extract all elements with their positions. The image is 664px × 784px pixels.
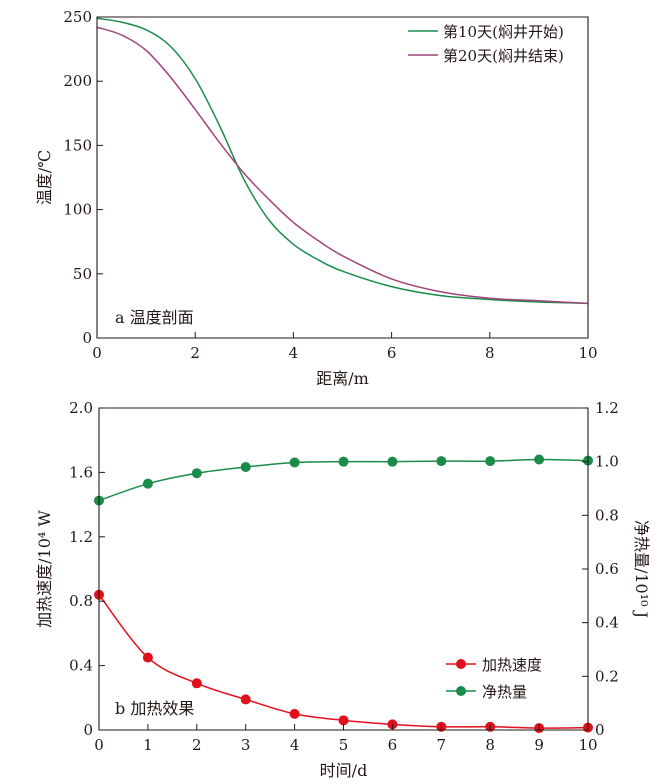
panel-a-y-ticks: 0 50 100 150 200 250 [63,8,103,347]
series-1-point [240,694,251,705]
x-tick-label: 0 [94,736,104,754]
panel-b-x-ticks: 0 1 2 3 4 5 6 7 8 9 10 [94,724,598,754]
series-2-point [338,456,349,467]
y-right-tick-label: 0 [595,721,605,739]
series-2-point [534,454,545,465]
x-tick-label: 5 [339,736,349,754]
x-tick-label: 2 [192,736,202,754]
series-line-1 [96,17,589,305]
y-left-tick-label: 1.6 [69,463,93,481]
legend-marker [456,659,466,669]
y-tick-label: 150 [63,136,92,154]
series-1-point [289,708,300,719]
legend-label: 净热量 [482,683,527,701]
y-tick-label: 200 [63,72,92,90]
x-tick-label: 7 [437,736,447,754]
legend-label: 第20天(焖井结束) [443,47,564,65]
panel-b-right-y-ticks: 0 0.2 0.4 0.6 0.8 1.0 1.2 [582,399,619,739]
panel-b-x-axis-label: 时间/d [320,761,368,780]
panel-a-lines [96,17,589,305]
series-1-point [142,652,153,663]
series-2-point [387,456,398,467]
series-2-point [240,462,251,473]
panel-b-left-y-ticks: 0 0.4 0.8 1.2 1.6 2.0 [69,399,105,739]
x-tick-label: 10 [578,344,597,362]
panel-a-label: a 温度剖面 [115,308,194,327]
y-right-tick-label: 1.0 [595,453,619,471]
x-tick-label: 4 [290,736,300,754]
x-tick-label: 0 [92,344,102,362]
y-right-tick-label: 1.2 [595,399,619,417]
series-2-point [485,456,496,467]
x-tick-label: 3 [241,736,251,754]
x-tick-label: 6 [387,344,397,362]
series-2-point [289,457,300,468]
panel-a-legend: 第10天(焖井开始) 第20天(焖井结束) [408,23,564,65]
y-tick-label: 0 [82,329,92,347]
panel-a-axes [96,16,589,339]
y-right-tick-label: 0.8 [595,506,619,524]
series-line-2 [96,26,589,305]
x-tick-label: 8 [485,736,495,754]
y-tick-label: 250 [63,8,92,26]
x-tick-label: 1 [143,736,153,754]
y-left-tick-label: 0.8 [69,592,93,610]
y-right-tick-label: 0.4 [595,614,619,632]
panel-b-heating-effect: 0 1 2 3 4 5 6 7 8 9 10 0 0.4 0.8 1.2 1.6 2.0 0 0.2 0.4 0.6… [35,399,651,780]
y-tick-label: 100 [63,201,92,219]
panel-a-y-axis-label: 温度/℃ [35,150,54,205]
panel-b-lines [94,454,593,734]
x-tick-label: 9 [534,736,544,754]
x-tick-label: 8 [485,344,495,362]
y-left-tick-label: 2.0 [69,399,93,417]
series-1-point [338,715,349,726]
series-2-point [191,468,202,479]
y-right-tick-label: 0.2 [595,667,619,685]
panel-a-x-axis-label: 距离/m [316,369,369,388]
x-tick-label: 6 [388,736,398,754]
y-left-tick-label: 0.4 [69,657,93,675]
y-tick-label: 50 [73,265,92,283]
y-right-tick-label: 0.6 [595,560,619,578]
panel-b-left-y-axis-label: 加热速度/10⁴ W [35,510,54,628]
x-tick-label: 4 [289,344,299,362]
panel-b-axes [98,407,589,731]
series-2-point [142,478,153,489]
legend-label: 第10天(焖井开始) [443,23,564,41]
y-left-tick-label: 0 [83,721,93,739]
legend-label: 加热速度 [482,656,542,674]
x-tick-label: 10 [578,736,597,754]
panel-b-right-y-axis-label: 净热量/10¹⁰ J [632,520,651,618]
panel-a-x-ticks: 0 2 4 6 8 10 [92,332,598,362]
panel-b-label: b 加热效果 [115,699,194,718]
panel-a-temperature-profile: 0 2 4 6 8 10 0 50 100 150 200 250 距离/m 温度/℃ a 温度剖面… [35,8,598,388]
x-tick-label: 2 [190,344,200,362]
legend-marker [456,686,466,696]
series-2-point [436,456,447,467]
series-1-point [191,678,202,689]
y-left-tick-label: 1.2 [69,528,93,546]
